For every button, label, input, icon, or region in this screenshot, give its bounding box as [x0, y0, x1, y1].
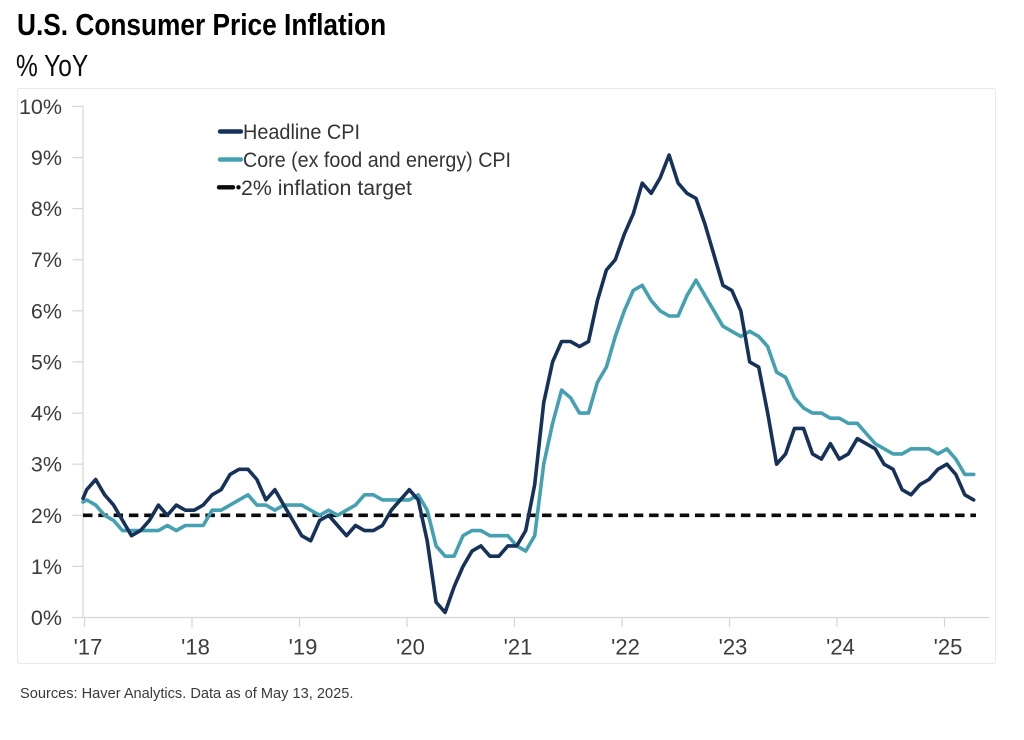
svg-text:'17: '17: [74, 635, 103, 660]
svg-text:4%: 4%: [31, 402, 62, 426]
svg-text:5%: 5%: [31, 350, 62, 374]
svg-text:3%: 3%: [31, 453, 62, 477]
svg-text:0%: 0%: [31, 606, 62, 630]
svg-text:2% inflation target: 2% inflation target: [241, 176, 412, 200]
svg-text:'20: '20: [396, 635, 425, 660]
svg-text:7%: 7%: [31, 248, 62, 272]
svg-text:1%: 1%: [31, 555, 62, 579]
svg-text:'22: '22: [611, 635, 640, 660]
svg-text:'21: '21: [504, 635, 533, 660]
svg-text:9%: 9%: [31, 146, 62, 170]
svg-text:'25: '25: [934, 635, 963, 660]
svg-text:Core (ex food and energy) CPI: Core (ex food and energy) CPI: [243, 148, 511, 172]
svg-text:10%: 10%: [19, 95, 62, 119]
svg-text:'19: '19: [289, 635, 318, 660]
svg-text:'23: '23: [719, 635, 748, 660]
svg-text:'18: '18: [181, 635, 210, 660]
svg-text:'24: '24: [826, 635, 855, 660]
svg-text:2%: 2%: [31, 504, 62, 528]
svg-text:Headline CPI: Headline CPI: [243, 120, 360, 144]
svg-text:6%: 6%: [31, 299, 62, 323]
svg-text:8%: 8%: [31, 197, 62, 221]
